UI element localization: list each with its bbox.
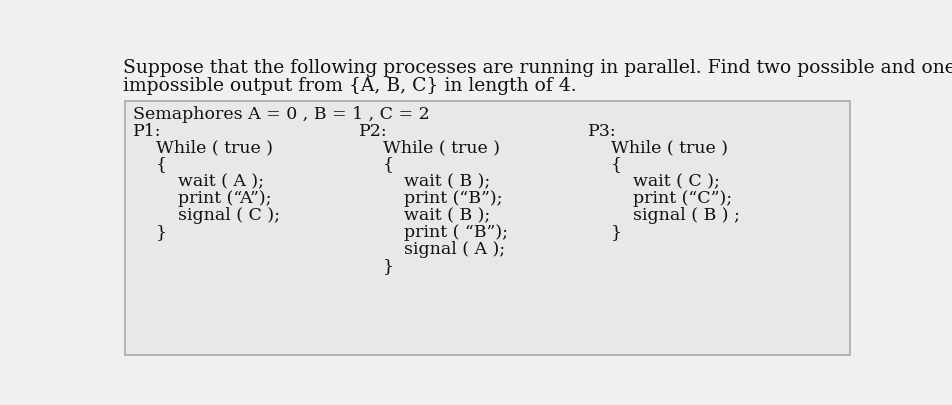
Text: }: }: [382, 258, 393, 275]
Text: signal ( A );: signal ( A );: [404, 241, 505, 258]
Text: }: }: [610, 224, 622, 241]
Text: print (“A”);: print (“A”);: [178, 190, 271, 207]
Text: signal ( B ) ;: signal ( B ) ;: [632, 207, 739, 224]
Text: }: }: [156, 224, 168, 241]
Text: Semaphores A = 0 , B = 1 , C = 2: Semaphores A = 0 , B = 1 , C = 2: [133, 107, 429, 124]
Text: print (“B”);: print (“B”);: [404, 190, 503, 207]
Text: P3:: P3:: [587, 123, 616, 140]
Text: While ( true ): While ( true ): [610, 139, 727, 156]
Text: Suppose that the following processes are running in parallel. Find two possible : Suppose that the following processes are…: [123, 60, 952, 77]
Text: impossible output from {A, B, C} in length of 4.: impossible output from {A, B, C} in leng…: [123, 77, 576, 95]
Text: print ( “B”);: print ( “B”);: [404, 224, 507, 241]
Text: While ( true ): While ( true ): [156, 139, 273, 156]
Text: P1:: P1:: [133, 123, 162, 140]
Text: {: {: [610, 156, 622, 173]
Text: signal ( C );: signal ( C );: [178, 207, 280, 224]
FancyBboxPatch shape: [126, 101, 849, 355]
Text: wait ( A );: wait ( A );: [178, 173, 264, 190]
Text: wait ( B );: wait ( B );: [404, 207, 490, 224]
Text: While ( true ): While ( true ): [382, 139, 499, 156]
Text: wait ( C );: wait ( C );: [632, 173, 719, 190]
Text: wait ( B );: wait ( B );: [404, 173, 490, 190]
Text: P2:: P2:: [359, 123, 387, 140]
Text: print (“C”);: print (“C”);: [632, 190, 731, 207]
Text: {: {: [382, 156, 393, 173]
Text: {: {: [156, 156, 168, 173]
